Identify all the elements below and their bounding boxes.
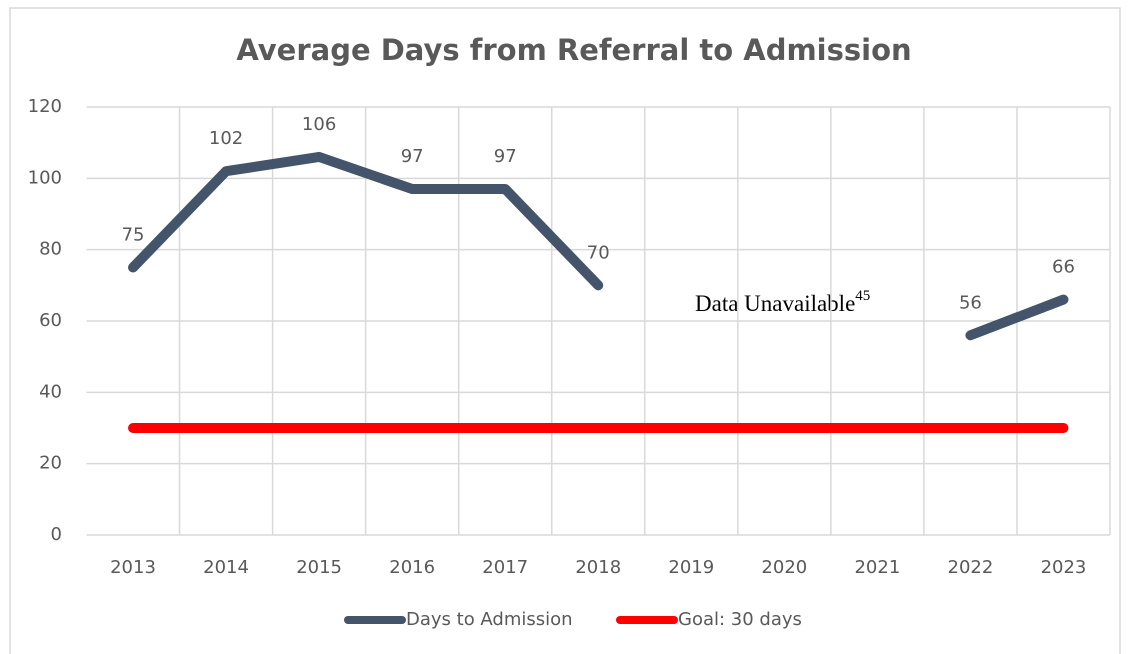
annotation-superscript: 45 [855, 288, 870, 304]
data-label: 102 [209, 128, 243, 149]
x-tick-label: 2016 [389, 557, 435, 578]
x-tick-label: 2020 [761, 557, 807, 578]
data-label: 97 [494, 146, 517, 167]
x-tick-label: 2014 [203, 557, 249, 578]
y-tick-label: 20 [39, 453, 62, 474]
y-tick-label: 0 [51, 524, 62, 545]
y-tick-label: 100 [28, 167, 62, 188]
x-tick-label: 2021 [854, 557, 900, 578]
annotation: Data Unavailable45 [695, 288, 870, 316]
x-tick-label: 2022 [948, 557, 994, 578]
y-tick-label: 40 [39, 381, 62, 402]
chart-title: Average Days from Referral to Admission [236, 33, 911, 67]
x-tick-label: 2013 [110, 557, 156, 578]
data-label: 97 [401, 146, 424, 167]
x-tick-label: 2018 [575, 557, 621, 578]
data-label: 106 [302, 114, 336, 135]
data-label: 70 [587, 242, 610, 263]
data-label: 66 [1052, 257, 1075, 278]
series-line [128, 151, 1069, 341]
y-tick-label: 60 [39, 310, 62, 331]
x-tick-label: 2023 [1041, 557, 1087, 578]
legend-label: Days to Admission [406, 609, 573, 630]
x-tick-label: 2017 [482, 557, 528, 578]
legend-label: Goal: 30 days [678, 609, 802, 630]
chart-frame [9, 7, 1121, 654]
data-label: 56 [959, 292, 982, 313]
y-tick-label: 80 [39, 239, 62, 260]
x-tick-label: 2015 [296, 557, 342, 578]
annotation-text: Data Unavailable [695, 291, 855, 316]
data-label: 75 [122, 225, 145, 246]
y-tick-label: 120 [28, 96, 62, 117]
x-tick-label: 2019 [668, 557, 714, 578]
